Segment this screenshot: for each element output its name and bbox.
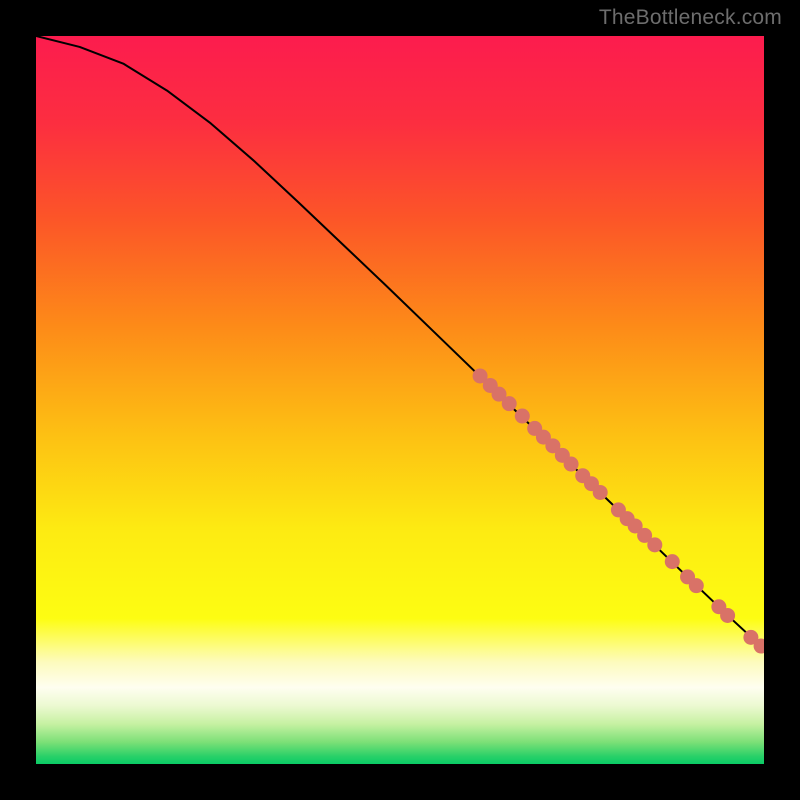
data-marker [647, 537, 662, 552]
chart-svg [36, 36, 764, 764]
plot-area [36, 36, 764, 764]
watermark-text: TheBottleneck.com [599, 6, 782, 30]
data-marker [665, 554, 680, 569]
data-marker [515, 409, 530, 424]
chart-container: { "watermark": { "text": "TheBottleneck.… [0, 0, 800, 800]
data-marker [720, 608, 735, 623]
data-marker [689, 578, 704, 593]
data-marker [593, 485, 608, 500]
data-marker [502, 396, 517, 411]
data-marker [564, 457, 579, 472]
gradient-bg [36, 36, 764, 764]
